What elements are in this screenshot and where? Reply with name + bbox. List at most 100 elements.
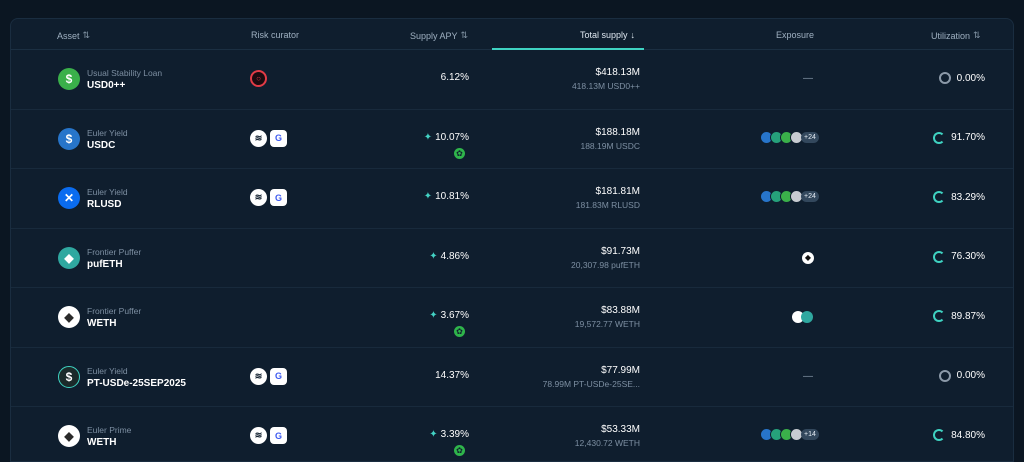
table-row[interactable]: $ Usual Stability Loan USD0++ ○ 6.12% $418.13… [11, 50, 1013, 110]
sparkle-icon: ✦ [423, 131, 433, 143]
curator-stripes-icon[interactable]: ≋ [250, 129, 267, 147]
asset-vault-name: Euler Yield [87, 127, 128, 138]
asset-vault-name: Frontier Puffer [87, 246, 142, 257]
risk-curators: ≋ G [250, 189, 287, 206]
curator-ring-icon[interactable]: ○ [250, 70, 267, 87]
total-supply-amount: 20,307.98 pufETH [571, 259, 640, 270]
column-asset[interactable]: Asset ⇅ [57, 30, 90, 41]
sort-icon[interactable]: ⇅ [460, 30, 469, 40]
supply-apy[interactable]: ✦ 3.67% [429, 310, 469, 321]
total-supply-usd: $418.13M [595, 67, 640, 78]
supply-apy[interactable]: ✦ 10.81% [424, 191, 469, 202]
total-supply-usd: $77.99M [601, 364, 640, 376]
supply-apy[interactable]: 6.12% [441, 72, 469, 83]
supply-apy-value: 6.12% [440, 72, 469, 83]
table-body: $ Usual Stability Loan USD0++ ○ 6.12% $418.13… [11, 50, 1013, 461]
exposure-more-count[interactable]: +24 [801, 131, 819, 143]
table-header: Asset ⇅ Risk curator Supply APY ⇅ Total … [11, 19, 1013, 50]
asset-icon: ◆ [58, 425, 80, 447]
column-exposure-label: Exposure [776, 30, 815, 40]
curator-g-icon[interactable]: G [270, 367, 287, 385]
exposure-list[interactable]: +14 [760, 428, 819, 441]
asset-symbol: WETH [87, 437, 117, 448]
asset-symbol: USDC [87, 139, 116, 151]
total-supply-usd: $53.33M [601, 424, 640, 435]
sort-desc-icon[interactable]: ↓ [630, 30, 636, 40]
sort-icon[interactable]: ⇅ [82, 30, 91, 40]
sparkle-icon: ✦ [423, 191, 433, 202]
utilization-ring-icon [938, 72, 951, 84]
table-row[interactable]: $ Euler Yield USDC ≋ G ✦ 10.07% ✿ $188.18M 188.19… [11, 110, 1013, 169]
column-total-supply[interactable]: Total supply ↓ [580, 30, 635, 40]
table-row[interactable]: ◆ Euler Prime WETH ≋ G ✦ 3.39% ✿ $53.33M 12,430.7… [11, 407, 1013, 461]
table-row[interactable]: ◆ Frontier Puffer WETH ✦ 3.67% ✿ $83.88M 19,572… [11, 288, 1013, 348]
exposure-list[interactable] [792, 311, 813, 323]
utilization: 76.30% [933, 250, 985, 263]
utilization-ring-icon [933, 429, 946, 441]
utilization-ring-icon [933, 310, 946, 322]
sparkle-icon: ✦ [429, 250, 438, 262]
utilization-value: 0.00% [956, 72, 985, 84]
asset-symbol: RLUSD [87, 199, 122, 210]
exposure-eth-icon[interactable]: ◆ [802, 251, 814, 264]
total-supply-usd: $188.18M [595, 126, 640, 138]
risk-curators: ≋ G [250, 129, 287, 147]
total-supply-usd: $181.81M [595, 186, 640, 197]
column-utilization-label: Utilization [931, 30, 971, 41]
asset-icon: $ [58, 127, 80, 150]
exposure-asset-icon [801, 311, 813, 323]
curator-stripes-icon[interactable]: ≋ [250, 189, 267, 206]
utilization-ring-icon [933, 131, 946, 144]
supply-apy-value: 10.07% [435, 131, 469, 143]
utilization-ring-icon [933, 250, 946, 263]
utilization: 91.70% [933, 131, 985, 144]
supply-apy[interactable]: ✦ 10.07% [424, 132, 469, 143]
exposure-list[interactable]: +24 [760, 190, 819, 203]
supply-apy[interactable]: 14.37% [435, 370, 469, 381]
sparkle-icon: ✦ [429, 310, 438, 321]
curator-stripes-icon[interactable]: ≋ [250, 427, 267, 444]
supply-apy-value: 4.86% [440, 250, 469, 262]
supply-apy-value: 3.39% [440, 429, 469, 440]
asset-vault-name: Usual Stability Loan [87, 68, 163, 78]
curator-g-icon[interactable]: G [270, 129, 287, 147]
risk-curators: ○ [250, 70, 267, 87]
asset-symbol: WETH [87, 318, 117, 329]
total-supply-amount: 78.99M PT-USDe-25SE... [542, 378, 640, 389]
curator-g-icon[interactable]: G [270, 427, 287, 444]
column-supply-apy-label: Supply APY [410, 30, 458, 41]
column-total-supply-label: Total supply [580, 30, 628, 40]
table-row[interactable]: ◆ Frontier Puffer pufETH ✦ 4.86% $91.73M 20,30… [11, 229, 1013, 288]
total-supply-amount: 19,572.77 WETH [574, 319, 640, 329]
table-row[interactable]: $ Euler Yield PT-USDe-25SEP2025 ≋ G 14.37% $77… [11, 348, 1013, 407]
total-supply-usd: $83.88M [601, 305, 640, 316]
utilization-value: 89.87% [951, 310, 985, 322]
column-risk-curator: Risk curator [251, 30, 299, 40]
sort-icon[interactable]: ⇅ [973, 30, 981, 40]
supply-apy-value: 14.37% [435, 369, 469, 381]
supply-apy[interactable]: ✦ 3.39% [429, 429, 469, 440]
column-utilization[interactable]: Utilization ⇅ [931, 30, 981, 41]
reward-icon[interactable]: ✿ [454, 326, 465, 337]
exposure-more-count[interactable]: +24 [801, 191, 819, 202]
utilization: 83.29% [933, 191, 985, 203]
supply-apy[interactable]: ✦ 4.86% [429, 251, 469, 262]
supply-apy-value: 10.81% [435, 191, 469, 202]
reward-icon[interactable]: ✿ [454, 147, 465, 159]
curator-g-icon[interactable]: G [270, 189, 287, 206]
reward-icon[interactable]: ✿ [454, 445, 465, 456]
asset-symbol: USD0++ [87, 80, 126, 91]
column-supply-apy[interactable]: Supply APY ⇅ [410, 30, 468, 41]
utilization: 89.87% [933, 310, 985, 322]
utilization-value: 91.70% [951, 132, 985, 143]
supply-apy-value: 3.67% [440, 310, 469, 321]
exposure-more-count[interactable]: +14 [801, 429, 819, 440]
curator-stripes-icon[interactable]: ≋ [250, 367, 267, 385]
utilization: 84.80% [933, 429, 985, 441]
asset-icon: ◆ [58, 246, 80, 269]
risk-curators: ≋ G [250, 427, 287, 444]
exposure-list[interactable]: +24 [760, 130, 819, 144]
asset-vault-name: Frontier Puffer [87, 306, 142, 316]
table-row[interactable]: ✕ Euler Yield RLUSD ≋ G ✦ 10.81% $181.81M 181.83… [11, 169, 1013, 229]
asset-vault-name: Euler Prime [87, 425, 132, 435]
